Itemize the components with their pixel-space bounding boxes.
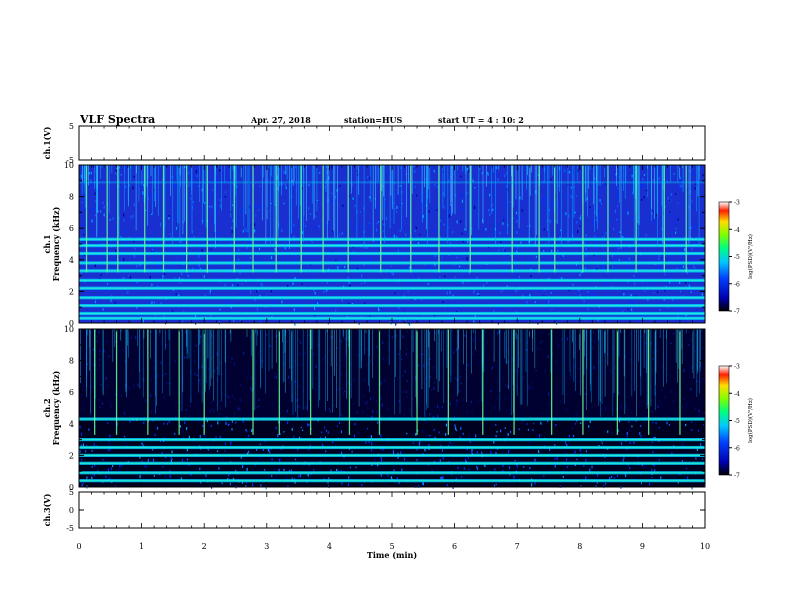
ch2-spectrogram-band-core (79, 446, 705, 449)
ch2-spectrogram-ytick-label: 6 (69, 388, 74, 397)
ch2-spectrogram-band-core (79, 439, 705, 441)
ch1-spectrogram-ytick-label: 8 (69, 193, 74, 202)
ch2-spectrogram-colorbar-tick-label: -5 (734, 418, 740, 425)
ch1-spectrogram-band-core (79, 305, 705, 307)
ch1-spectrogram-band-core (79, 238, 705, 240)
ch2-spectrogram-colorbar-tick-label: -6 (734, 445, 740, 452)
ch1-spectrogram-band-core (79, 287, 705, 289)
xtick-label: 5 (389, 542, 394, 551)
ch1-spectrogram-band-core (79, 279, 705, 281)
ch1-spectrogram-ytick-label: 2 (69, 287, 74, 296)
ch1-waveform-frame (78, 125, 706, 161)
ch1-spectrogram-band-core (79, 270, 705, 272)
ch2-spectrogram-ylabel-line1: ch.2 (42, 398, 52, 417)
ch3-waveform-frame (78, 491, 706, 529)
ch1-waveform-ylabel: ch.1(V) (42, 126, 52, 159)
ch2-spectrogram-colorbar-tick-label: -3 (734, 364, 740, 371)
xtick-label: 1 (139, 542, 144, 551)
ch2-spectrogram-colorbar (718, 365, 730, 476)
ch1-spectrogram-band-core (79, 252, 705, 255)
ch2-spectrogram-band-core (79, 454, 705, 456)
ch1-spectrogram-band-core (79, 312, 705, 315)
spectrogram-ch2-spectrogram (78, 329, 730, 490)
ch3-waveform-ytick-label: -5 (66, 524, 74, 533)
ch2-spectrogram-ylabel-line2: Frequency (kHz) (51, 370, 61, 445)
ch1-spectrogram-colorbar-label: log(PSD)(V²/Hz) (747, 234, 754, 279)
xtick-label: 9 (640, 542, 645, 551)
ch1-spectrogram-colorbar-tick-label: -7 (734, 309, 740, 316)
ch1-spectrogram-ytick-label: 6 (69, 224, 74, 233)
ch2-spectrogram-colorbar-tick-label: -7 (734, 473, 740, 480)
ch2-spectrogram-ytick-label: 0 (69, 483, 74, 492)
date-label: Apr. 27, 2018 (251, 115, 311, 125)
ch2-spectrogram-dark-region (79, 329, 705, 418)
xtick-label: 0 (76, 542, 81, 551)
station-label: station=HUS (344, 115, 403, 125)
xaxis-label: Time (min) (367, 550, 417, 560)
ch1-spectrogram-band-core (79, 244, 705, 247)
ch1-spectrogram-ytick-label: 10 (64, 161, 74, 170)
ch3-waveform-ylabel: ch.3(V) (42, 493, 52, 526)
ch1-waveform-ytick-label: 5 (69, 122, 74, 131)
ch3-waveform-ytick-label: 5 (69, 488, 74, 497)
ch3-waveform-ytick-label: 0 (69, 506, 74, 515)
xtick-label: 3 (264, 542, 269, 551)
ch1-spectrogram-ylabel-line1: ch.1 (42, 234, 52, 253)
ch1-spectrogram-high-band (79, 181, 705, 184)
ch2-spectrogram-ytick-label: 2 (69, 451, 74, 460)
ch2-spectrogram-colorbar-label: log(PSD)(V²/Hz) (747, 398, 754, 443)
xtick-label: 10 (700, 542, 710, 551)
ch1-spectrogram-ytick-label: 4 (69, 256, 74, 265)
chart-title: VLF Spectra (80, 113, 156, 126)
spectrogram-ch1-spectrogram (78, 165, 730, 326)
xtick-label: 2 (202, 542, 207, 551)
ch2-spectrogram-ytick-label: 8 (69, 357, 74, 366)
ch1-spectrogram-band-core (79, 297, 705, 299)
ch2-spectrogram-band-core (79, 462, 705, 464)
ch2-spectrogram-ytick-label: 10 (64, 325, 74, 334)
ch1-spectrogram-ytick-label: 0 (69, 319, 74, 328)
ch1-spectrogram-colorbar-tick-label: -6 (734, 281, 740, 288)
ch2-spectrogram-band-core (79, 480, 705, 482)
xtick-label: 8 (577, 542, 582, 551)
ch2-spectrogram-band-core (79, 472, 705, 474)
start-ut-label: start UT = 4 : 10: 2 (438, 115, 524, 125)
ch2-spectrogram-colorbar-tick-label: -4 (734, 391, 740, 398)
ch1-spectrogram-band-core (79, 262, 705, 264)
xtick-label: 6 (452, 542, 457, 551)
xtick-label: 4 (327, 542, 332, 551)
ch2-spectrogram-ytick-label: 4 (69, 420, 74, 429)
ch2-spectrogram-band-core (79, 418, 705, 420)
ch1-waveform-ytick-label: -5 (66, 156, 74, 165)
ch1-spectrogram-colorbar (718, 201, 730, 312)
ch1-spectrogram-colorbar-tick-label: -5 (734, 254, 740, 261)
ch1-spectrogram-colorbar-tick-label: -3 (734, 200, 740, 207)
ch1-spectrogram-ylabel-line2: Frequency (kHz) (51, 206, 61, 281)
ch1-spectrogram-colorbar-tick-label: -4 (734, 227, 740, 234)
xtick-label: 7 (515, 542, 520, 551)
